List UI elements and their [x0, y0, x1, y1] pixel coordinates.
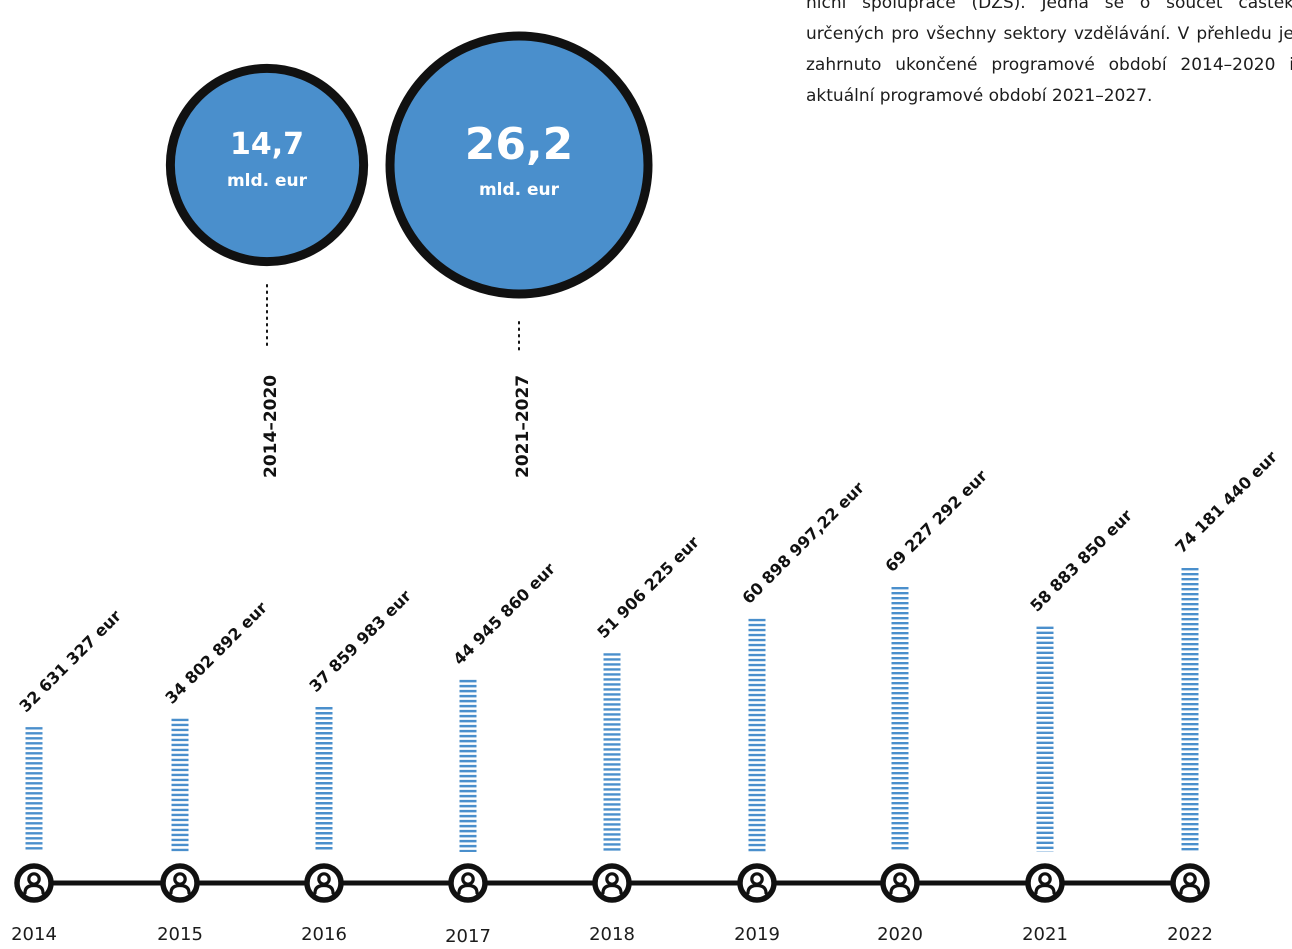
- year-bar-group: 44 945 860 eur 2017: [445, 559, 559, 947]
- person-icon: [1025, 863, 1065, 903]
- person-icon-body: [23, 883, 45, 895]
- bar-value-label: 51 906 225 eur: [593, 532, 703, 642]
- person-icon-body: [169, 883, 191, 895]
- year-label: 2022: [1167, 924, 1213, 945]
- year-bar-group: 37 859 983 eur 2016: [301, 586, 415, 945]
- bar-value-label: 37 859 983 eur: [305, 586, 415, 696]
- person-icon: [737, 863, 777, 903]
- year-label: 2021: [1022, 924, 1068, 945]
- period-label: 2014–2020: [261, 375, 281, 478]
- year-bar-group: 58 883 850 eur 2021: [1022, 506, 1136, 945]
- bubble-unit-label: mld. eur: [227, 171, 308, 191]
- person-icon: [448, 863, 488, 903]
- intro-text: niční spolupráce (DZS). Jedná se o souče…: [806, 0, 1292, 106]
- period-bubbles: 14,7 mld. eur 2014–2020 26,2 mld. eur 2021–20…: [165, 31, 653, 478]
- bubble-value-label: 14,7: [230, 127, 304, 162]
- year-bar-group: 60 898 997,22 eur 2019: [734, 478, 868, 945]
- bubble-circle: [385, 31, 653, 299]
- period-bubble: 26,2 mld. eur 2021–2027: [385, 31, 653, 478]
- yearly-bars: 32 631 327 eur 2014 34 802 892 eur 2015 37 8…: [11, 447, 1281, 947]
- bar-value-label: 44 945 860 eur: [449, 559, 559, 669]
- period-label: 2021–2027: [513, 375, 533, 478]
- year-label: 2016: [301, 924, 347, 945]
- person-icon: [1170, 863, 1210, 903]
- year-label: 2019: [734, 924, 780, 945]
- bubble-value-label: 26,2: [465, 119, 574, 170]
- person-icon-body: [1034, 883, 1056, 895]
- person-icon-body: [1179, 883, 1201, 895]
- person-icon: [14, 863, 54, 903]
- bar-value-label: 60 898 997,22 eur: [738, 478, 868, 608]
- bubble-unit-label: mld. eur: [479, 180, 560, 200]
- person-icon-body: [313, 883, 335, 895]
- person-icon: [160, 863, 200, 903]
- year-label: 2020: [877, 924, 923, 945]
- person-icon: [880, 863, 920, 903]
- year-bar-group: 74 181 440 eur 2022: [1167, 447, 1281, 945]
- bubble-circle: [165, 63, 369, 267]
- person-icon-body: [601, 883, 623, 895]
- period-bubble: 14,7 mld. eur 2014–2020: [165, 63, 369, 478]
- year-label: 2014: [11, 924, 57, 945]
- bar-value-label: 32 631 327 eur: [15, 606, 125, 716]
- person-icon: [592, 863, 632, 903]
- bar-value-label: 58 883 850 eur: [1026, 506, 1136, 616]
- year-label: 2015: [157, 924, 203, 945]
- person-icon-body: [457, 883, 479, 895]
- year-bar-group: 32 631 327 eur 2014: [11, 606, 125, 945]
- person-icon-body: [889, 883, 911, 895]
- year-label: 2018: [589, 924, 635, 945]
- year-label: 2017: [445, 926, 491, 947]
- person-icon: [304, 863, 344, 903]
- bar-value-label: 74 181 440 eur: [1171, 447, 1281, 557]
- person-icon-body: [746, 883, 768, 895]
- year-bar-group: 69 227 292 eur 2020: [877, 466, 991, 945]
- year-bar: [604, 653, 621, 852]
- bar-value-label: 69 227 292 eur: [881, 466, 991, 576]
- year-bar-group: 34 802 892 eur 2015: [157, 598, 271, 945]
- bar-value-label: 34 802 892 eur: [161, 598, 271, 708]
